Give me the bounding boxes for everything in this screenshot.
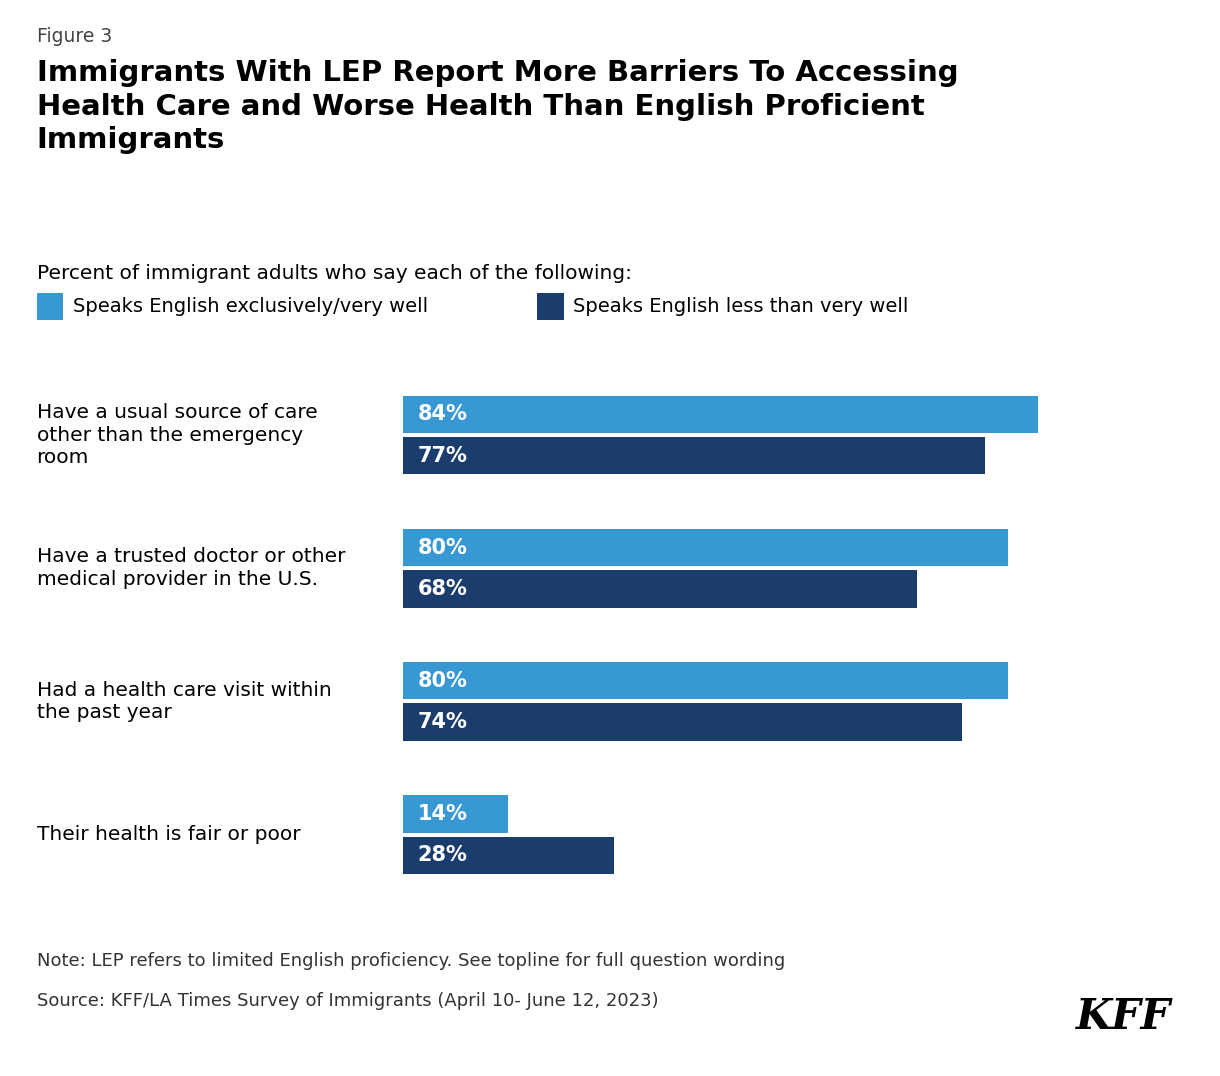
Text: Note: LEP refers to limited English proficiency. See topline for full question w: Note: LEP refers to limited English prof… bbox=[37, 952, 784, 971]
Text: 74%: 74% bbox=[417, 712, 467, 732]
Text: Percent of immigrant adults who say each of the following:: Percent of immigrant adults who say each… bbox=[37, 264, 632, 283]
Text: Had a health care visit within
the past year: Had a health care visit within the past … bbox=[37, 681, 332, 722]
Bar bbox=[403, 704, 963, 740]
Text: Immigrants With LEP Report More Barriers To Accessing
Health Care and Worse Heal: Immigrants With LEP Report More Barriers… bbox=[37, 59, 958, 154]
Text: 14%: 14% bbox=[417, 804, 467, 824]
Text: Their health is fair or poor: Their health is fair or poor bbox=[37, 825, 300, 845]
Bar bbox=[403, 437, 985, 475]
Text: Have a trusted doctor or other
medical provider in the U.S.: Have a trusted doctor or other medical p… bbox=[37, 548, 345, 589]
Text: Speaks English exclusively/very well: Speaks English exclusively/very well bbox=[73, 297, 428, 316]
Text: 77%: 77% bbox=[417, 445, 467, 466]
Bar bbox=[403, 570, 917, 608]
Text: Source: KFF/LA Times Survey of Immigrants (April 10- June 12, 2023): Source: KFF/LA Times Survey of Immigrant… bbox=[37, 992, 659, 1010]
Text: 28%: 28% bbox=[417, 846, 467, 865]
Text: 84%: 84% bbox=[417, 405, 467, 424]
Text: 80%: 80% bbox=[417, 538, 467, 557]
Text: Speaks English less than very well: Speaks English less than very well bbox=[573, 297, 909, 316]
Text: Figure 3: Figure 3 bbox=[37, 27, 112, 46]
Bar bbox=[403, 396, 1038, 433]
Bar bbox=[403, 662, 1008, 699]
Text: KFF: KFF bbox=[1076, 996, 1171, 1038]
Bar bbox=[403, 837, 615, 874]
Text: 80%: 80% bbox=[417, 670, 467, 691]
Bar bbox=[403, 795, 509, 833]
Text: Have a usual source of care
other than the emergency
room: Have a usual source of care other than t… bbox=[37, 402, 317, 467]
Text: 68%: 68% bbox=[417, 579, 467, 599]
Bar bbox=[403, 529, 1008, 566]
